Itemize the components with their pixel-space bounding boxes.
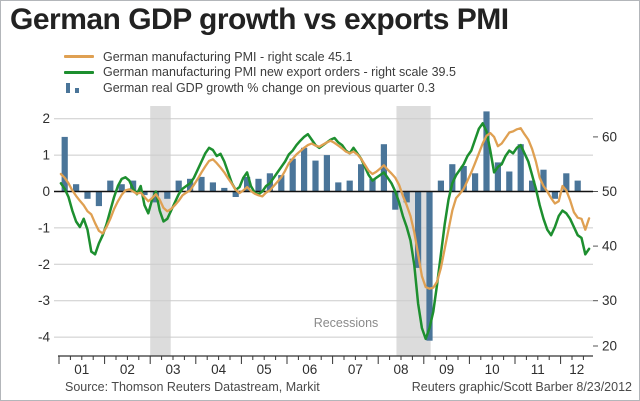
- gdp-bar: [369, 178, 376, 192]
- left-tick-label: -4: [38, 330, 50, 345]
- gdp-bar: [323, 155, 330, 192]
- gdp-bar: [255, 178, 262, 192]
- left-tick-label: -3: [38, 293, 50, 308]
- x-tick-label: 10: [485, 362, 500, 377]
- right-axis: 60 50 40 30 20: [593, 129, 617, 354]
- x-tick-label: 04: [211, 362, 227, 377]
- gdp-swatch-bar-short: [75, 88, 79, 94]
- legend-item-pmi: German manufacturing PMI - right scale 4…: [64, 49, 456, 65]
- gdp-bar: [540, 169, 547, 192]
- gdp-bar: [437, 180, 444, 192]
- gridlines: [54, 118, 593, 338]
- legend-label-gdp: German real GDP growth % change on previ…: [103, 80, 435, 95]
- x-tick-label: 05: [257, 362, 272, 377]
- right-tick-label: 60: [602, 129, 617, 144]
- gdp-bar: [107, 180, 114, 192]
- reuters-credit: Reuters graphic/Scott Barber 8/23/2012: [411, 380, 632, 394]
- x-tick-label: 08: [393, 362, 408, 377]
- gdp-bar: [517, 144, 524, 192]
- gdp-bar: [574, 180, 581, 192]
- right-tick-label: 30: [602, 293, 617, 308]
- legend: German manufacturing PMI - right scale 4…: [64, 49, 456, 96]
- gdp-bar: [551, 191, 558, 199]
- gdp-bar: [175, 180, 182, 192]
- gdp-bar: [403, 191, 410, 203]
- recession-bands: [150, 106, 431, 356]
- source-text: Source: Thomson Reuters Datastream, Mark…: [65, 380, 320, 394]
- gdp-bar: [141, 191, 148, 196]
- x-tick-label: 01: [74, 362, 89, 377]
- gdp-bar: [289, 158, 296, 192]
- recession-band: [150, 106, 171, 356]
- gdp-bar: [494, 162, 501, 192]
- gdp-bar: [472, 173, 479, 192]
- left-tick-label: 0: [42, 184, 50, 199]
- x-tick-label: 02: [120, 362, 135, 377]
- legend-item-export-orders: German manufacturing PMI new export orde…: [64, 65, 456, 81]
- gdp-bar: [506, 171, 513, 192]
- x-tick-label: 09: [439, 362, 454, 377]
- pmi-line: [59, 127, 591, 290]
- gdp-bar: [529, 180, 536, 192]
- right-tick-label: 20: [602, 339, 617, 354]
- export-orders-line-swatch: [64, 70, 94, 74]
- gdp-bar: [221, 187, 228, 192]
- gdp-bars-swatch: [64, 82, 94, 94]
- gdp-bar: [392, 191, 399, 210]
- legend-label-pmi: German manufacturing PMI - right scale 4…: [103, 49, 353, 64]
- gdp-bar: [460, 166, 467, 192]
- x-tick-label: 06: [302, 362, 317, 377]
- gdp-bar: [118, 184, 125, 192]
- gdp-bar: [209, 182, 216, 192]
- gdp-bar: [449, 164, 456, 192]
- x-axis: 01 02 03 04 05 06 07 08 09 10 11 12: [58, 355, 593, 377]
- gdp-bar: [380, 144, 387, 192]
- gdp-bar: [415, 191, 422, 268]
- gdp-bar: [335, 182, 342, 192]
- gdp-bar: [346, 180, 353, 192]
- legend-item-gdp: German real GDP growth % change on previ…: [64, 80, 456, 96]
- gdp-bar: [301, 147, 308, 192]
- right-tick-label: 50: [602, 184, 617, 199]
- left-axis: 2 1 0 -1 -2 -3 -4: [38, 111, 50, 344]
- gdp-swatch-bar-tall: [66, 83, 70, 94]
- gdp-bar: [563, 173, 570, 192]
- gdp-bar: [187, 178, 194, 192]
- gdp-bar: [278, 175, 285, 192]
- left-tick-label: 1: [42, 148, 50, 163]
- gdp-bar: [312, 160, 319, 192]
- gdp-bar: [232, 191, 239, 197]
- left-tick-label: -2: [38, 257, 50, 272]
- gdp-bar: [61, 136, 68, 192]
- gdp-bar: [358, 164, 365, 192]
- gdp-bar: [426, 191, 433, 341]
- gdp-bar: [164, 191, 171, 199]
- x-tick-label: 03: [165, 362, 180, 377]
- x-tick-label: 07: [348, 362, 363, 377]
- gdp-bar: [244, 176, 251, 192]
- x-tick-label: 12: [569, 362, 584, 377]
- gdp-bar: [95, 191, 102, 207]
- legend-label-export-orders: German manufacturing PMI new export orde…: [103, 65, 456, 80]
- pmi-line-swatch: [64, 55, 94, 59]
- gdp-bar: [198, 176, 205, 192]
- right-tick-label: 40: [602, 239, 617, 254]
- gdp-bar: [483, 111, 490, 192]
- x-tick-label: 11: [531, 362, 545, 377]
- chart-title: German GDP growth vs exports PMI: [10, 3, 509, 36]
- left-tick-label: -1: [38, 220, 50, 235]
- gdp-bar: [84, 191, 91, 199]
- gdp-bar: [73, 184, 80, 192]
- left-tick-label: 2: [42, 111, 50, 126]
- recessions-annotation: Recessions: [314, 316, 379, 330]
